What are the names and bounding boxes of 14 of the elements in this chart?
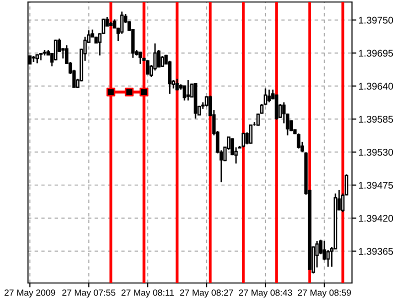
y-tick-label: 1.39585 — [358, 116, 393, 123]
x-tick-label: 27 May 08:27 — [180, 289, 234, 298]
y-tick-label: 1.39420 — [358, 214, 394, 222]
y-tick-label: 1.39695 — [358, 50, 393, 57]
x-tick-label: 27 May 2009 — [4, 289, 56, 298]
y-tick-label: 1.39475 — [358, 182, 393, 189]
y-tick-label: 1.39750 — [358, 16, 394, 24]
y-tick-label: 1.39640 — [358, 82, 394, 90]
x-tick-label: 27 May 08:43 — [238, 289, 292, 298]
x-tick-label: 27 May 08:59 — [298, 289, 351, 298]
x-tick-label: 27 May 08:11 — [122, 289, 174, 298]
y-tick-label: 1.39365 — [358, 248, 393, 255]
y-tick-label: 1.39530 — [358, 148, 394, 156]
x-tick-label: 27 May 07:55 — [62, 289, 116, 298]
